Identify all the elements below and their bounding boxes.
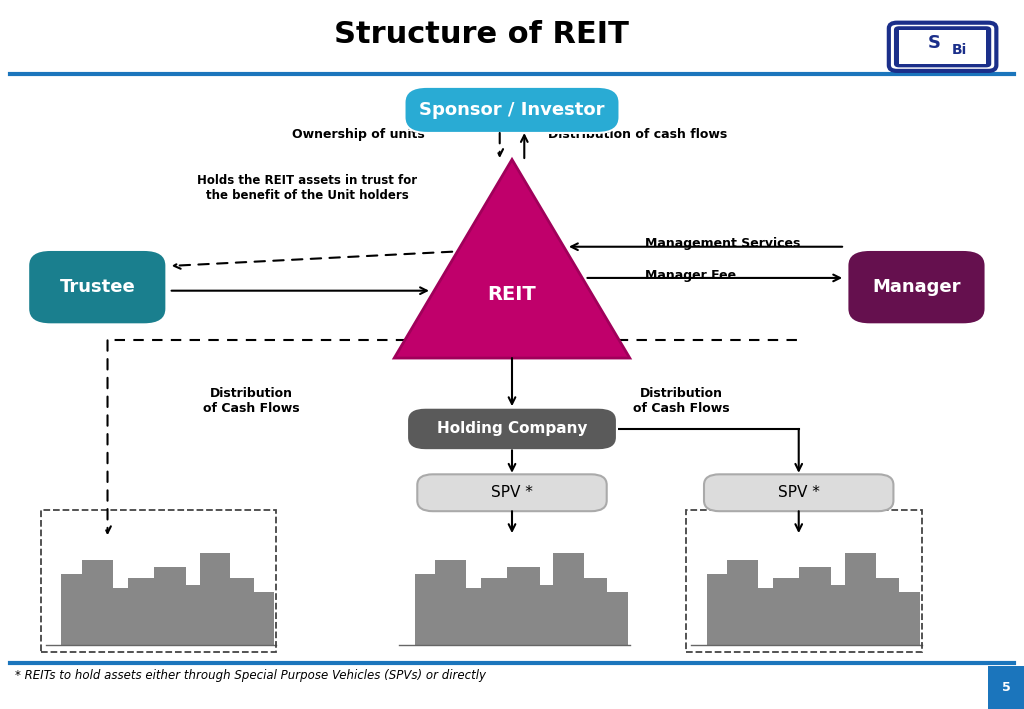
Bar [860,603,873,645]
Text: Manager: Manager [872,278,961,296]
Bar [425,599,440,645]
Bar [435,560,466,645]
Bar [727,560,758,645]
Bar [61,574,87,645]
Bar [225,578,254,645]
Polygon shape [394,160,630,358]
FancyBboxPatch shape [418,474,606,511]
Bar [870,578,899,645]
Bar [799,567,831,645]
Bar [568,603,582,645]
Text: Bi: Bi [951,43,967,57]
Text: Trustee: Trustee [59,278,135,296]
Bar [507,567,540,645]
Bar [108,588,130,645]
Bar [415,574,440,645]
Bar [72,599,87,645]
Bar [717,599,732,645]
Text: Ownership of units: Ownership of units [292,128,425,141]
Bar [532,585,558,645]
Bar [522,596,538,645]
Bar [763,606,775,645]
Bar [814,596,829,645]
Bar [128,578,157,645]
Bar [894,592,920,645]
Text: * REITs to hold assets either through Special Purpose Vehicles (SPVs) or directl: * REITs to hold assets either through Sp… [15,669,486,682]
FancyBboxPatch shape [894,26,991,67]
Bar [118,606,130,645]
Text: Structure of REIT: Structure of REIT [334,20,629,49]
Bar [154,567,186,645]
Text: SPV *: SPV * [492,485,532,501]
FancyBboxPatch shape [889,23,996,71]
Bar [249,592,274,645]
Bar [461,588,483,645]
Bar [481,578,510,645]
FancyBboxPatch shape [899,30,986,64]
Text: 5: 5 [1001,681,1011,694]
FancyBboxPatch shape [404,87,620,133]
Bar [553,553,584,645]
Bar [602,592,628,645]
Bar [41,510,276,652]
FancyBboxPatch shape [408,408,616,450]
FancyBboxPatch shape [848,250,985,325]
Bar [753,588,775,645]
Bar [169,596,184,645]
Bar [686,510,922,652]
Bar [773,578,802,645]
Text: Management Services: Management Services [645,238,801,250]
Bar [471,606,483,645]
Text: Distribution
of Cash Flows: Distribution of Cash Flows [633,386,729,415]
Bar [215,603,228,645]
Text: Distribution
of Cash Flows: Distribution of Cash Flows [203,386,299,415]
Text: REIT: REIT [487,285,537,304]
Bar [200,553,230,645]
FancyBboxPatch shape [705,474,893,511]
Text: Holds the REIT assets in trust for
the benefit of the Unit holders: Holds the REIT assets in trust for the b… [198,174,417,202]
Bar [179,585,205,645]
Text: SPV *: SPV * [778,485,819,501]
Text: Distribution of cash flows: Distribution of cash flows [548,128,727,141]
Bar [707,574,732,645]
Bar [845,553,876,645]
Text: Manager Fee: Manager Fee [645,269,736,281]
Text: Sponsor / Investor: Sponsor / Investor [419,101,605,119]
Bar [82,560,113,645]
Text: Holding Company: Holding Company [437,421,587,437]
Bar [824,585,850,645]
FancyBboxPatch shape [988,666,1024,709]
Text: S: S [928,34,941,52]
Bar [579,578,607,645]
FancyBboxPatch shape [28,250,166,325]
